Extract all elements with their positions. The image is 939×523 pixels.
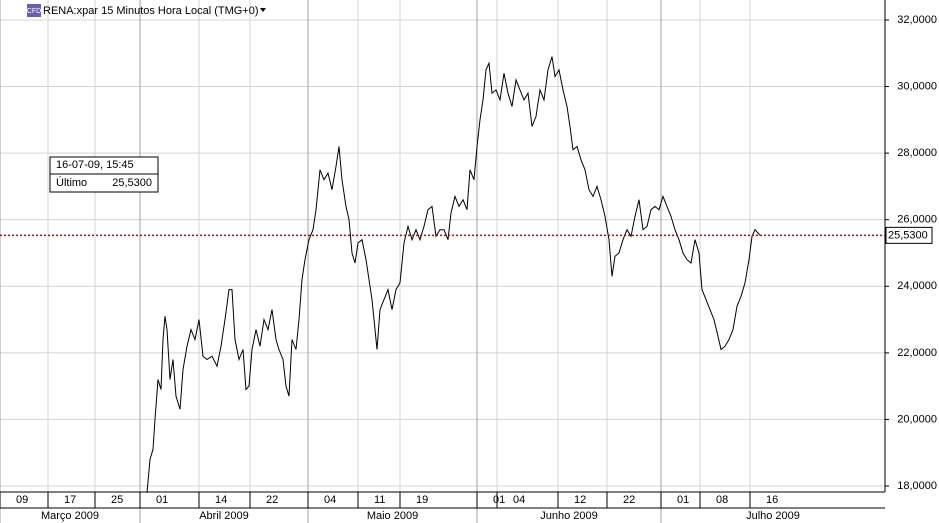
x-tick-label: 14 [215, 494, 227, 506]
y-tick-label: 30,0000 [897, 80, 937, 92]
x-tick-label: 19 [416, 494, 428, 506]
price-line [146, 56, 761, 493]
x-tick-label: 04 [324, 494, 336, 506]
x-tick-label: 17 [64, 494, 76, 506]
y-tick-label: 22,0000 [897, 347, 937, 359]
month-label: Junho 2009 [540, 510, 598, 522]
last-price-label: 25,5300 [888, 229, 928, 241]
y-tick-label: 26,0000 [897, 214, 937, 226]
tooltip-value: 25,5300 [112, 177, 152, 189]
y-tick-label: 32,0000 [897, 14, 937, 26]
month-label: Julho 2009 [746, 510, 800, 522]
x-tick-label: 09 [16, 494, 28, 506]
month-label: Abril 2009 [199, 510, 249, 522]
tooltip-field: Último [56, 176, 87, 189]
last-price-box [885, 226, 933, 244]
x-tick-label: 22 [266, 494, 278, 506]
x-tick-label: 01 [493, 494, 505, 506]
x-tick-label: 01 [156, 494, 168, 506]
month-label: Março 2009 [41, 510, 99, 522]
tooltip-date: 16-07-09, 15:45 [56, 159, 134, 171]
logo-box [27, 4, 41, 17]
x-tick-label: 11 [374, 494, 385, 506]
x-tick-label: 01 [677, 494, 689, 506]
x-tick-label: 08 [716, 494, 728, 506]
y-tick-label: 28,0000 [897, 147, 937, 159]
month-label: Maio 2009 [367, 510, 418, 522]
y-tick-label: 24,0000 [897, 280, 937, 292]
dropdown-arrow[interactable] [260, 8, 266, 12]
y-tick-label: 20,0000 [897, 413, 937, 425]
x-tick-label: 22 [623, 494, 635, 506]
logo: CFD [27, 8, 41, 15]
x-tick-label: 04 [513, 494, 525, 506]
x-tick-label: 12 [574, 494, 586, 506]
x-tick-label: 25 [111, 494, 123, 506]
chart-title: RENA:xpar 15 Minutos Hora Local (TMG+0) [43, 5, 259, 17]
plot [146, 56, 761, 493]
x-tick-label: 16 [766, 494, 778, 506]
tooltip: 16-07-09, 15:45 Último 25,5300 [49, 156, 159, 193]
y-tick-label: 18,0000 [897, 480, 937, 492]
